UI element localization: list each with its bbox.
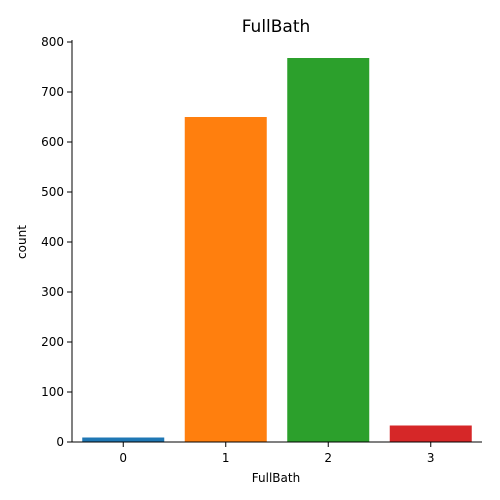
y-tick-label: 500 bbox=[41, 185, 64, 199]
y-tick-label: 400 bbox=[41, 235, 64, 249]
y-tick-label: 300 bbox=[41, 285, 64, 299]
y-tick-label: 100 bbox=[41, 385, 64, 399]
bar-2 bbox=[287, 58, 370, 442]
y-axis-ticks: 0 100 200 300 400 500 600 700 800 bbox=[41, 35, 72, 449]
y-tick-label: 800 bbox=[41, 35, 64, 49]
y-tick-label: 200 bbox=[41, 335, 64, 349]
x-tick-label: 1 bbox=[222, 451, 230, 465]
x-axis-label: FullBath bbox=[252, 471, 300, 485]
y-axis-label: count bbox=[15, 225, 29, 259]
chart-title: FullBath bbox=[242, 17, 311, 37]
y-tick-label: 700 bbox=[41, 85, 64, 99]
bars-group bbox=[82, 58, 472, 442]
y-tick-label: 600 bbox=[41, 135, 64, 149]
bar-1 bbox=[184, 117, 267, 442]
bar-3 bbox=[389, 425, 472, 442]
x-tick-label: 2 bbox=[324, 451, 332, 465]
x-axis-ticks: 0 1 2 3 bbox=[119, 442, 435, 465]
bar-0 bbox=[82, 437, 165, 442]
y-tick-label: 0 bbox=[56, 435, 64, 449]
x-tick-label: 0 bbox=[119, 451, 127, 465]
x-tick-label: 3 bbox=[427, 451, 435, 465]
